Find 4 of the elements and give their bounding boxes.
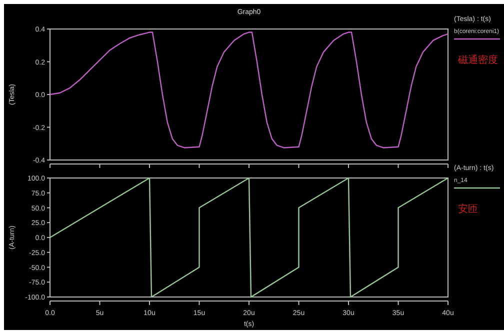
text: 安匝: [458, 203, 478, 215]
text: 磁通密度: [457, 54, 498, 66]
line-series: [49, 177, 449, 298]
line-series: [49, 32, 449, 148]
